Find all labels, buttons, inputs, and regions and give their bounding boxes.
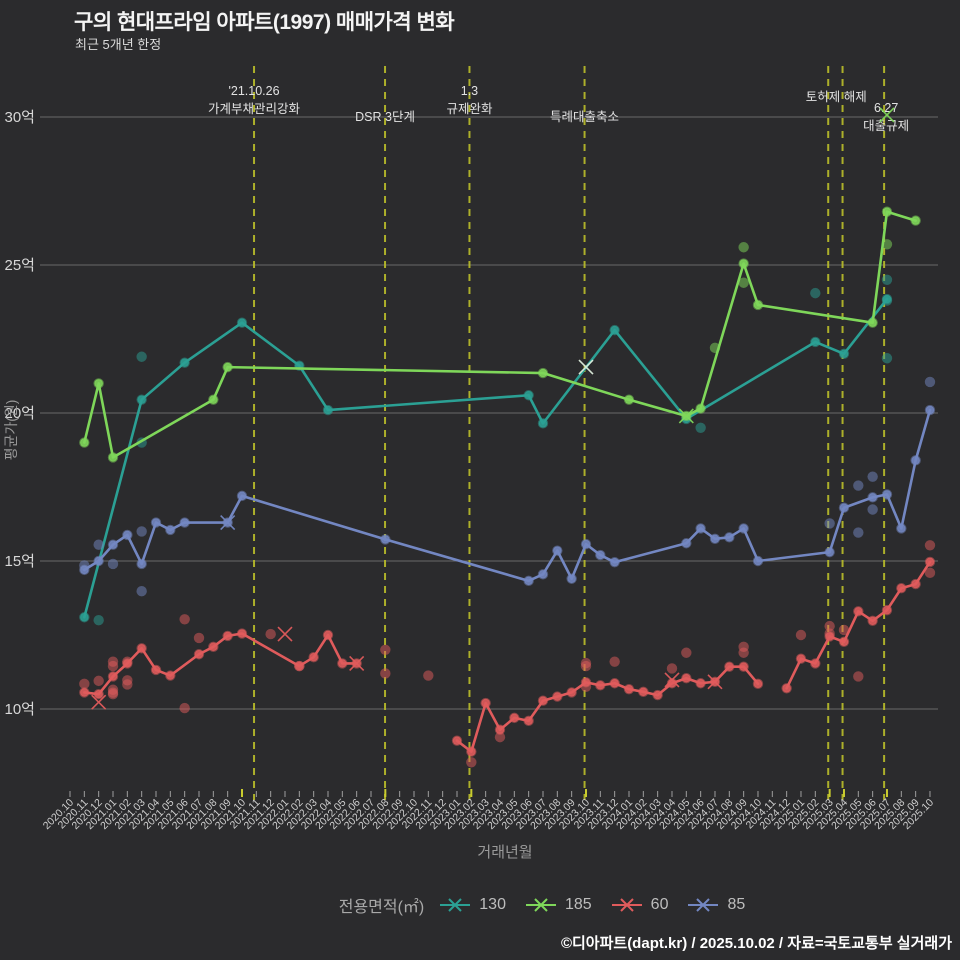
- axis-titles: 평균가(원) 거래년월: [3, 400, 533, 861]
- legend-marker-icon: [440, 898, 471, 912]
- legend-item-60[interactable]: 60: [610, 896, 669, 914]
- legend-item-185[interactable]: 185: [524, 896, 592, 914]
- series-130-line: [79, 293, 893, 623]
- x-axis-title: 거래년월: [477, 844, 532, 861]
- event-annotation: 6.27: [874, 101, 898, 115]
- series-60-line: [79, 556, 936, 757]
- event-annotation: 토허제 해제: [806, 90, 867, 104]
- y-tick-label: 30억: [5, 109, 36, 126]
- x-markers: [91, 107, 895, 710]
- series-60-scatter: [79, 540, 936, 768]
- legend-title: 전용면적(㎡): [338, 899, 425, 916]
- x-axis-labels: 2020.102020.112020.122021.012021.022021.…: [41, 797, 936, 832]
- y-tick-label: 20억: [5, 405, 36, 422]
- legend-item-130[interactable]: 130: [438, 896, 506, 914]
- legend-items: 130 185 60 85: [438, 896, 745, 914]
- legend-marker-icon: [688, 898, 719, 912]
- event-annotation: 규제완화: [446, 102, 493, 116]
- event-lines: [253, 66, 886, 800]
- event-annotation: 가계부채관리강화: [208, 102, 301, 116]
- event-annotation: DSR 3단계: [355, 110, 415, 124]
- y-tick-label: 15억: [5, 553, 36, 570]
- series-130-scatter: [93, 274, 893, 626]
- footer-credit: ©디아파트(dapt.kr) / 2025.10.02 / 자료=국토교통부 실…: [560, 935, 952, 952]
- event-annotation: 특례대출축소: [550, 110, 619, 124]
- legend-item-85[interactable]: 85: [686, 896, 745, 914]
- page-subtitle: 최근 5개년 한정: [75, 37, 162, 52]
- y-axis-labels: 10억 15억 20억 25억 30억: [5, 109, 36, 718]
- y-tick-label: 25억: [5, 257, 36, 274]
- legend-marker-icon: [525, 898, 556, 912]
- event-annotation: '21.10.26: [229, 84, 280, 98]
- x-axis-ticks: [69, 789, 931, 797]
- series-85-scatter: [79, 376, 936, 597]
- series-185-scatter: [709, 239, 893, 354]
- event-annotation: 1.3: [461, 84, 478, 98]
- legend: 전용면적(㎡) 130 185 60 85: [62, 893, 960, 917]
- legend-item-label: 85: [727, 896, 746, 913]
- event-annotation: 대출규제: [863, 119, 909, 133]
- page-title: 구의 현대프라임 아파트(1997) 매매가격 변화: [74, 11, 455, 34]
- series-85-line: [79, 404, 936, 587]
- series-185-line: [79, 206, 921, 463]
- legend-marker-icon: [611, 898, 642, 912]
- y-axis-title: 평균가(원): [3, 400, 19, 461]
- legend-item-label: 185: [564, 896, 592, 913]
- gridlines: [40, 116, 938, 710]
- legend-item-label: 60: [650, 896, 669, 913]
- legend-item-label: 130: [479, 896, 506, 913]
- y-tick-label: 10억: [5, 701, 36, 718]
